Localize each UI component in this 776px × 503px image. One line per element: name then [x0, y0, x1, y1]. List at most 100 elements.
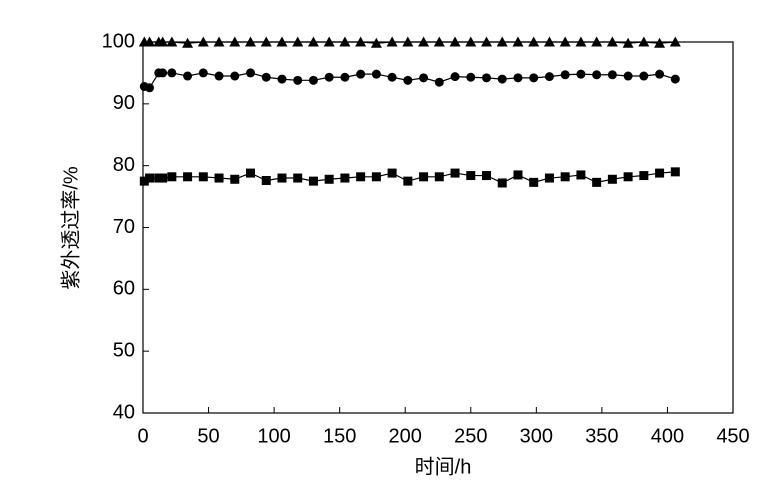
marker [450, 168, 460, 178]
marker [607, 174, 617, 184]
marker [497, 74, 507, 84]
marker [356, 172, 366, 182]
marker [167, 68, 177, 78]
x-tick-label: 300 [520, 425, 553, 447]
marker [576, 170, 586, 180]
x-tick-label: 350 [585, 425, 618, 447]
y-tick-label: 50 [113, 339, 135, 361]
marker [323, 36, 335, 47]
marker [139, 176, 149, 186]
y-tick-label: 60 [113, 278, 135, 300]
marker [669, 36, 681, 47]
marker [638, 36, 650, 47]
marker [670, 167, 680, 177]
y-tick-label: 90 [113, 92, 135, 114]
marker [560, 70, 570, 80]
marker [466, 171, 476, 181]
marker [260, 36, 272, 47]
marker [576, 69, 586, 79]
marker [197, 36, 209, 47]
marker [434, 172, 444, 182]
marker [559, 36, 571, 47]
x-tick-label: 150 [323, 425, 356, 447]
marker [229, 36, 241, 47]
marker [544, 173, 554, 183]
marker [606, 36, 618, 47]
marker [214, 173, 224, 183]
marker [214, 71, 224, 81]
x-tick-label: 200 [389, 425, 422, 447]
marker [670, 74, 680, 84]
y-tick-label: 70 [113, 216, 135, 238]
marker [324, 72, 334, 82]
marker [496, 36, 508, 47]
marker [277, 173, 287, 183]
x-tick-label: 0 [137, 425, 148, 447]
marker [482, 73, 492, 83]
marker [543, 36, 555, 47]
marker [340, 72, 350, 82]
marker [655, 69, 665, 79]
marker [433, 36, 445, 47]
marker [592, 177, 602, 187]
marker [513, 73, 523, 83]
marker [465, 36, 477, 47]
marker [639, 171, 649, 181]
marker [622, 37, 634, 48]
marker [592, 70, 602, 80]
marker [481, 36, 493, 47]
marker [655, 168, 665, 178]
marker [276, 36, 288, 47]
x-tick-label: 450 [716, 425, 749, 447]
marker [529, 73, 539, 83]
marker [356, 69, 366, 79]
marker [230, 174, 240, 184]
marker [158, 173, 168, 183]
y-tick-label: 100 [102, 30, 135, 52]
marker [183, 172, 193, 182]
marker [560, 172, 570, 182]
marker [497, 178, 507, 188]
marker [513, 170, 523, 180]
marker [387, 72, 397, 82]
marker [623, 172, 633, 182]
marker [544, 72, 554, 82]
marker [307, 36, 319, 47]
y-tick-label: 80 [113, 154, 135, 176]
marker [245, 36, 257, 47]
marker [339, 36, 351, 47]
marker [418, 36, 430, 47]
marker [308, 75, 318, 85]
marker [324, 174, 334, 184]
marker [158, 68, 168, 78]
marker [449, 36, 461, 47]
marker [370, 37, 382, 48]
marker [512, 36, 524, 47]
marker [434, 77, 444, 87]
marker [466, 72, 476, 82]
marker [450, 72, 460, 82]
marker [419, 172, 429, 182]
marker [623, 71, 633, 81]
marker [591, 36, 603, 47]
x-tick-label: 50 [197, 425, 219, 447]
y-tick-label: 40 [113, 401, 135, 423]
marker [261, 176, 271, 186]
marker [355, 36, 367, 47]
marker [145, 83, 155, 93]
marker [246, 68, 256, 78]
marker [403, 176, 413, 186]
marker [371, 69, 381, 79]
marker [293, 173, 303, 183]
marker [528, 36, 540, 47]
marker [213, 36, 225, 47]
marker [183, 71, 193, 81]
marker [230, 71, 240, 81]
marker [529, 177, 539, 187]
marker [387, 168, 397, 178]
x-tick-label: 100 [257, 425, 290, 447]
marker [308, 176, 318, 186]
marker [246, 168, 256, 178]
marker [340, 173, 350, 183]
